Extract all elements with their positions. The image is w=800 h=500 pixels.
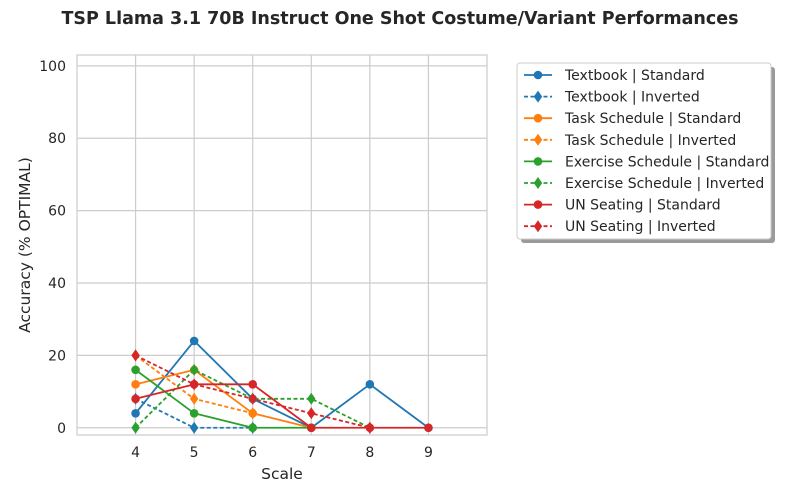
grid [77,55,487,435]
x-axis-label: Scale [261,465,303,483]
legend-label: UN Seating | Standard [565,198,721,214]
legend-label: Exercise Schedule | Inverted [565,176,764,192]
y-tick-label: 20 [48,348,66,364]
legend-marker [533,157,543,166]
data-point [131,408,140,418]
legend-item: UN Seating | Inverted [524,219,716,235]
legend-item: Task Schedule | Standard [524,111,741,127]
data-point [307,392,316,405]
data-point [189,408,199,418]
data-point [248,423,258,433]
data-point [307,407,316,420]
data-point [131,349,140,362]
y-tick-label: 100 [39,59,66,75]
x-tick-label: 7 [307,445,316,461]
data-point [365,421,375,434]
y-tick-label: 60 [48,204,66,220]
legend-marker [533,133,543,146]
series-0 [131,336,433,433]
data-point [189,378,199,391]
legend-item: Textbook | Standard [524,68,705,84]
x-tick-label: 6 [248,445,257,461]
legend-marker [533,90,543,103]
data-point [365,380,375,389]
data-point [248,407,257,420]
x-tick-label: 9 [424,445,433,461]
data-point [189,336,199,346]
x-tick-label: 5 [190,445,199,461]
legend-marker [533,113,543,123]
series-line [135,368,312,429]
series-layer [131,336,433,434]
data-point [189,363,199,376]
legend-marker [533,220,543,233]
x-tick-label: 4 [131,445,140,461]
legend-box [516,62,772,240]
plot-frame [76,54,488,436]
legend-item: Textbook | Inverted [524,90,700,106]
data-point [306,423,316,433]
data-point [189,421,199,434]
data-point [131,365,140,375]
data-point [131,380,140,389]
data-point [248,392,257,405]
series-line [134,339,429,429]
chart-title: TSP Llama 3.1 70B Instruct One Shot Cost… [61,9,738,29]
data-point [248,380,258,389]
legend-items: Textbook | Standard Textbook | Inverted Ta… [524,68,769,235]
y-axis-label: Accuracy (% OPTIMAL) [16,157,34,333]
legend-label: Task Schedule | Inverted [564,133,736,149]
series-6 [131,380,433,433]
legend-item: Exercise Schedule | Standard [524,154,769,170]
legend-label: Textbook | Standard [564,68,705,84]
legend: Textbook | Standard Textbook | Inverted Ta… [516,62,775,243]
x-tick-label: 8 [365,445,374,461]
legend-label: Exercise Schedule | Standard [565,154,769,170]
legend-marker [533,70,543,80]
data-point [131,421,140,434]
data-point [189,392,199,405]
legend-item: Task Schedule | Inverted [524,133,736,149]
legend-marker [533,177,543,189]
data-point [424,423,433,433]
legend-label: Task Schedule | Standard [564,111,741,127]
y-tick-label: 40 [48,276,66,292]
ticks: 4 5 6 7 8 9 0 20 40 60 80 100 [39,59,433,461]
legend-item: Exercise Schedule | Inverted [524,176,764,192]
legend-label: UN Seating | Inverted [565,219,716,235]
legend-item: UN Seating | Standard [524,198,721,214]
series-7 [131,349,375,434]
y-tick-label: 0 [57,421,66,437]
legend-label: Textbook | Inverted [564,90,700,106]
y-tick-label: 80 [48,131,66,147]
data-point [131,394,140,404]
series-line [135,383,429,429]
legend-marker [533,200,543,209]
